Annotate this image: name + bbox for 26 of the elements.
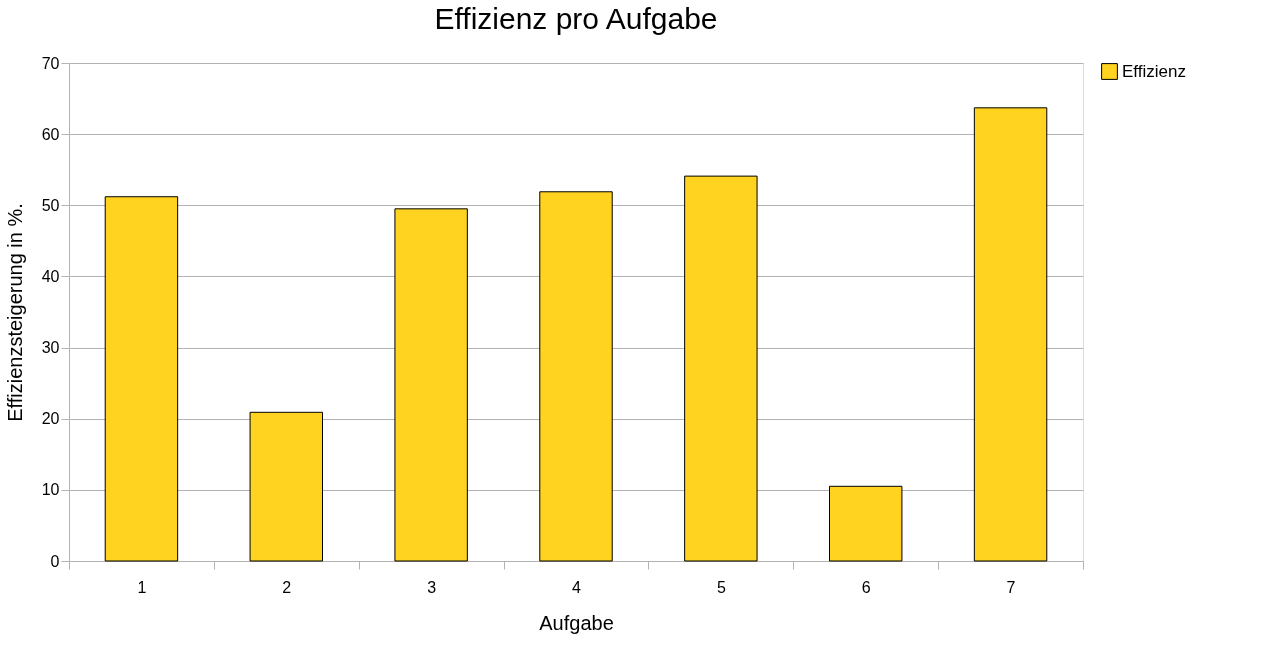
- bar: [829, 485, 903, 562]
- bar: [539, 191, 613, 562]
- y-tick-label: 40: [41, 267, 60, 285]
- y-tick-label: 50: [41, 196, 60, 214]
- y-tick-label: 0: [50, 552, 60, 570]
- bar: [104, 196, 179, 562]
- y-tick-label: 10: [41, 481, 60, 499]
- x-tick-label: 6: [861, 578, 871, 596]
- x-tick-label: 3: [427, 578, 437, 596]
- bar: [394, 208, 468, 562]
- x-tick-label: 5: [716, 578, 726, 596]
- bar: [249, 411, 323, 562]
- bar: [684, 175, 758, 562]
- x-axis-title: Aufgabe: [539, 611, 614, 634]
- y-tick-label: 20: [41, 410, 60, 428]
- chart-title: Effizienz pro Aufgabe: [434, 2, 718, 35]
- y-tick-label: 30: [41, 339, 60, 357]
- legend-label: Effizienz: [1122, 61, 1186, 81]
- x-tick-label: 1: [137, 578, 147, 596]
- x-tick-label: 4: [572, 578, 582, 596]
- y-axis-title: Effizienzsteigerung in %.: [3, 203, 26, 422]
- bar: [973, 107, 1048, 562]
- x-tick-label: 2: [282, 578, 292, 596]
- y-tick-label: 60: [41, 125, 60, 143]
- x-tick-label: 7: [1006, 578, 1016, 596]
- y-tick-label: 70: [41, 54, 60, 72]
